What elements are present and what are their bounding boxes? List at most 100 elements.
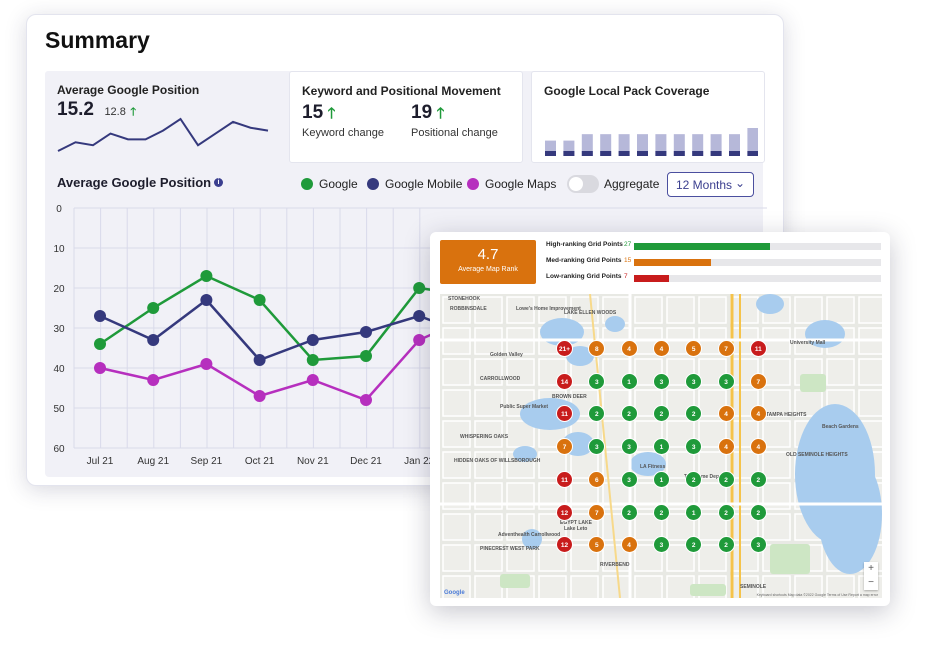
pack-bar-base [618,151,630,156]
grid-rank-point[interactable]: 3 [685,438,703,456]
grid-rank-point[interactable]: 11 [749,340,767,357]
grid-rank-point[interactable]: 3 [620,438,638,456]
grid-rank-point[interactable]: 3 [749,536,767,554]
grid-rank-point[interactable]: 2 [717,503,735,521]
local-pack-card[interactable]: Google Local Pack Coverage [531,71,765,163]
pack-bar-base [692,151,704,156]
low-ranking-row: Low-ranking Grid Points 7 [546,273,886,283]
grid-rank-point[interactable]: 11 [556,470,573,488]
grid-rank-point[interactable]: 3 [652,536,670,554]
grid-rank-point[interactable]: 4 [717,438,735,456]
grid-rank-point[interactable]: 11 [556,405,573,423]
grid-rank-point[interactable]: 3 [717,372,735,390]
map-place-label: PINECREST WEST PARK [480,546,540,552]
map-place-label: Lake Leto [564,526,588,532]
grid-rank-point[interactable]: 3 [652,372,670,390]
grid-rank-point[interactable]: 7 [556,438,573,456]
map-park [770,544,810,574]
map-water [756,294,784,314]
sparkline-path [57,117,269,152]
aggregate-toggle[interactable] [567,175,599,193]
grid-rank-point[interactable]: 12 [556,503,573,521]
med-ranking-bar [634,259,711,266]
grid-rank-point[interactable]: 2 [652,503,670,521]
legend-google-maps[interactable]: Google Maps [467,177,556,191]
position-line-chart: 0 10 20 30 40 50 60 Jul 21 Aug 21 Sep 21 Oct 21 Nov… [53,204,767,467]
map-place-label: LAKE ELLEN WOODS [564,310,617,316]
grid-rank-point[interactable]: 8 [588,340,606,357]
zoom-control[interactable]: + − [864,562,878,590]
grid-rank-point[interactable]: 4 [749,438,767,456]
map-place-label: Adventhealth Carrollwood [498,532,561,538]
grid-rank-point[interactable]: 2 [717,470,735,488]
grid-rank-point[interactable]: 6 [588,470,606,488]
aggregate-label: Aggregate [604,177,660,191]
map-park [690,584,726,596]
grid-rank-point[interactable]: 1 [685,503,703,521]
grid-rank-point[interactable]: 4 [620,340,638,357]
legend-google-mobile[interactable]: Google Mobile [367,177,462,191]
grid-rank-point[interactable]: 7 [588,503,606,521]
pack-bar [581,134,593,156]
legend-google[interactable]: Google [301,177,358,191]
grid-rank-point[interactable]: 2 [685,536,703,554]
pack-bar-base [563,151,575,156]
grid-rank-point[interactable]: 7 [717,340,735,357]
grid-rank-point[interactable]: 2 [749,503,767,521]
grid-rank-point[interactable]: 5 [685,340,703,357]
series-point [306,374,319,386]
map-place-label: TAMPA HEIGHTS [766,412,807,418]
series-point [413,282,426,294]
grid-rank-point[interactable]: 2 [620,405,638,423]
series-point [200,270,213,282]
positional-change-label: Positional change [411,127,498,139]
pack-bar-base [729,151,740,156]
y-tick-label: 30 [53,324,65,335]
keyword-movement-card[interactable]: Keyword and Positional Movement 15 🡑 Key… [289,71,523,163]
high-ranking-row: High-ranking Grid Points 27 [546,241,886,251]
grid-rank-point[interactable]: 4 [652,340,670,357]
grid-rank-point[interactable]: 1 [652,438,670,456]
pack-bar [655,134,667,156]
grid-rank-point[interactable]: 4 [620,536,638,554]
up-arrow-icon: 🡑 [436,105,445,122]
toggle-knob [569,177,583,191]
grid-rank-point[interactable]: 2 [588,405,606,423]
avg-position-card[interactable]: Average Google Position 15.2 12.8 🡑 [45,71,281,163]
grid-rank-point[interactable]: 3 [588,372,606,390]
grid-rank-point[interactable]: 3 [588,438,606,456]
grid-rank-point[interactable]: 2 [717,536,735,554]
map-place-label: EGYPT LAKE [560,520,592,526]
grid-rank-point[interactable]: 3 [620,470,638,488]
grid-rank-point[interactable]: 2 [685,470,703,488]
series-point [94,310,106,322]
grid-rank-point[interactable]: 21+ [556,340,573,357]
map-water [522,529,542,549]
info-icon[interactable]: i [214,178,223,187]
grid-rank-point[interactable]: 4 [717,405,735,423]
y-tick-label: 60 [53,444,65,455]
chevron-down-icon: ⌄ [734,176,745,190]
zoom-in-button[interactable]: + [868,563,874,574]
grid-rank-point[interactable]: 12 [556,536,573,554]
range-select[interactable]: 12 Months ⌄ [667,172,754,197]
grid-rank-point[interactable]: 1 [652,470,670,488]
grid-rank-point[interactable]: 2 [749,470,767,488]
map-view[interactable]: STONEHOOK ROBBINSDALE Lowe's Home Improvem… [440,294,882,598]
grid-rank-point[interactable]: 1 [620,372,638,390]
series-line [99,274,473,362]
grid-rank-point[interactable]: 4 [749,405,767,423]
grid-rank-point[interactable]: 14 [556,372,573,390]
map-park [500,574,530,588]
map-water [566,346,594,366]
grid-rank-point[interactable]: 2 [652,405,670,423]
grid-rank-point[interactable]: 3 [685,372,703,390]
zoom-out-button[interactable]: − [868,577,874,588]
grid-rank-point[interactable]: 5 [588,536,606,554]
grid-rank-point[interactable]: 2 [685,405,703,423]
grid-rank-point[interactable]: 2 [620,503,638,521]
pack-bar-base [710,151,722,156]
series-point [413,310,426,322]
google-logo: Google [444,590,465,596]
grid-rank-point[interactable]: 7 [749,372,767,390]
